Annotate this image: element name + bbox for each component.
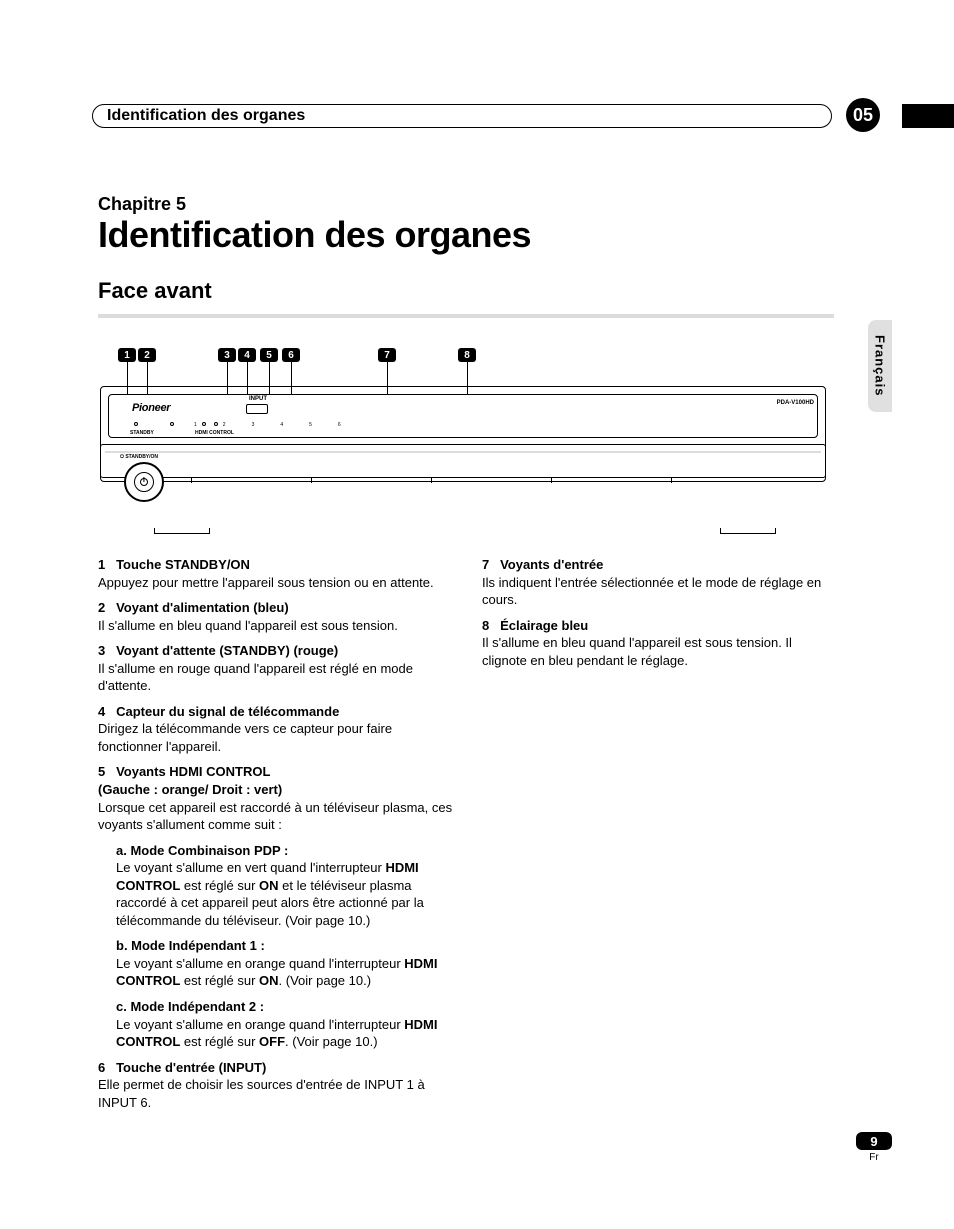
item-title: Capteur du signal de télécommande bbox=[116, 704, 339, 719]
indicator-number: 5 bbox=[309, 422, 312, 428]
item-body: Il s'allume en bleu quand l'appareil est… bbox=[98, 617, 454, 635]
sub-item-title: b. Mode Indépendant 1 : bbox=[116, 937, 454, 955]
indicator-row: 1 2 3 4 5 6 bbox=[194, 422, 341, 428]
indicator-number: 2 bbox=[223, 422, 226, 428]
edge-bar bbox=[902, 104, 954, 128]
page: Identification des organes 05 Chapitre 5… bbox=[0, 0, 954, 1229]
item-body: Ils indiquent l'entrée sélectionnée et l… bbox=[482, 574, 838, 609]
sub-item: a. Mode Combinaison PDP : Le voyant s'al… bbox=[116, 842, 454, 930]
hdmi-label: HDMI CONTROL bbox=[195, 430, 234, 436]
list-item: 7 Voyants d'entrée Ils indiquent l'entrée… bbox=[482, 556, 838, 609]
base-plate bbox=[100, 444, 826, 478]
callout-badge: 1 bbox=[118, 348, 136, 362]
page-footer: 9 Fr bbox=[856, 1132, 892, 1163]
standby-label: STANDBY bbox=[130, 430, 154, 436]
sub-item-title: c. Mode Indépendant 2 : bbox=[116, 998, 454, 1016]
section-title: Face avant bbox=[98, 278, 212, 304]
callout-badge: 8 bbox=[458, 348, 476, 362]
list-item: 6 Touche d'entrée (INPUT) Elle permet de… bbox=[98, 1059, 454, 1112]
foot bbox=[720, 528, 776, 534]
indicator-number: 4 bbox=[280, 422, 283, 428]
item-number: 7 bbox=[482, 557, 489, 572]
list-item: 8 Éclairage bleuIl s'allume en bleu quan… bbox=[482, 617, 838, 670]
chapter-title: Identification des organes bbox=[98, 214, 531, 256]
front-panel-diagram: 12345678 Pioneer PDA-V100HD STANDBY HDMI… bbox=[100, 344, 830, 540]
item-number: 6 bbox=[98, 1060, 105, 1075]
item-title: Voyants d'entrée bbox=[500, 557, 603, 572]
indicator-number: 6 bbox=[338, 422, 341, 428]
left-column: 1 Touche STANDBY/ON Appuyez pour mettre l… bbox=[98, 556, 454, 1119]
power-knob bbox=[124, 462, 164, 502]
input-button-graphic bbox=[246, 404, 268, 414]
running-title: Identification des organes bbox=[107, 107, 305, 125]
chapter-number-badge: 05 bbox=[846, 98, 880, 132]
language-side-tab-label: Français bbox=[873, 335, 888, 396]
item-title: Voyant d'alimentation (bleu) bbox=[116, 600, 289, 615]
power-knob-label: ⏻ STANDBY/ON bbox=[120, 454, 158, 460]
list-item: 2 Voyant d'alimentation (bleu) Il s'allum… bbox=[98, 599, 454, 634]
language-side-tab: Français bbox=[868, 320, 892, 412]
indicator-number: 3 bbox=[252, 422, 255, 428]
item-title: Voyant d'attente (STANDBY) (rouge) bbox=[116, 643, 338, 658]
running-title-band: Identification des organes bbox=[92, 104, 832, 128]
led-dot bbox=[170, 422, 174, 426]
brand-logo: Pioneer bbox=[132, 402, 170, 414]
item-title: Touche STANDBY/ON bbox=[116, 557, 250, 572]
item-number: 1 bbox=[98, 557, 105, 572]
body-columns: 1 Touche STANDBY/ON Appuyez pour mettre l… bbox=[98, 556, 838, 1119]
power-icon bbox=[140, 478, 148, 486]
page-number-badge: 9 bbox=[856, 1132, 892, 1150]
indicator-number: 1 bbox=[194, 422, 197, 428]
item-title: Éclairage bleu bbox=[500, 618, 588, 633]
item-body: Il s'allume en rouge quand l'appareil es… bbox=[98, 660, 454, 695]
foot bbox=[154, 528, 210, 534]
sub-item: c. Mode Indépendant 2 : Le voyant s'allu… bbox=[116, 998, 454, 1051]
list-item: 5 Voyants HDMI CONTROL (Gauche : orange/… bbox=[98, 763, 454, 833]
callout-badge: 4 bbox=[238, 348, 256, 362]
item-title: Touche d'entrée (INPUT) bbox=[116, 1060, 266, 1075]
callout-badge: 5 bbox=[260, 348, 278, 362]
item-number: 4 bbox=[98, 704, 105, 719]
item-number: 5 bbox=[98, 764, 105, 779]
page-lang: Fr bbox=[856, 1152, 892, 1163]
callout-badge: 2 bbox=[138, 348, 156, 362]
item-body: Il s'allume en bleu quand l'appareil est… bbox=[482, 634, 838, 669]
header-row: Identification des organes 05 bbox=[0, 98, 954, 132]
item-title: Voyants HDMI CONTROL bbox=[116, 764, 270, 779]
item-subtitle: (Gauche : orange/ Droit : vert) bbox=[98, 782, 282, 797]
sub-item: b. Mode Indépendant 1 : Le voyant s'allu… bbox=[116, 937, 454, 990]
item-body: Lorsque cet appareil est raccordé à un t… bbox=[98, 799, 454, 834]
item-number: 3 bbox=[98, 643, 105, 658]
item-body: Appuyez pour mettre l'appareil sous tens… bbox=[98, 574, 454, 592]
right-column: 7 Voyants d'entrée Ils indiquent l'entrée… bbox=[482, 556, 838, 1119]
section-rule bbox=[98, 314, 834, 318]
item-body: Dirigez la télécommande vers ce capteur … bbox=[98, 720, 454, 755]
list-item: 1 Touche STANDBY/ON Appuyez pour mettre l… bbox=[98, 556, 454, 591]
list-item: 3 Voyant d'attente (STANDBY) (rouge) Il s… bbox=[98, 642, 454, 695]
item-number: 2 bbox=[98, 600, 105, 615]
led-dot bbox=[134, 422, 138, 426]
item-body: Elle permet de choisir les sources d'ent… bbox=[98, 1076, 454, 1111]
callout-badge: 7 bbox=[378, 348, 396, 362]
sub-item-title: a. Mode Combinaison PDP : bbox=[116, 842, 454, 860]
callout-badge: 6 bbox=[282, 348, 300, 362]
list-item: 4 Capteur du signal de télécommandeDirig… bbox=[98, 703, 454, 756]
model-label: PDA-V100HD bbox=[777, 400, 814, 406]
chapter-label: Chapitre 5 bbox=[98, 194, 186, 215]
item-number: 8 bbox=[482, 618, 489, 633]
input-label: INPUT bbox=[249, 396, 267, 402]
callout-badge: 3 bbox=[218, 348, 236, 362]
